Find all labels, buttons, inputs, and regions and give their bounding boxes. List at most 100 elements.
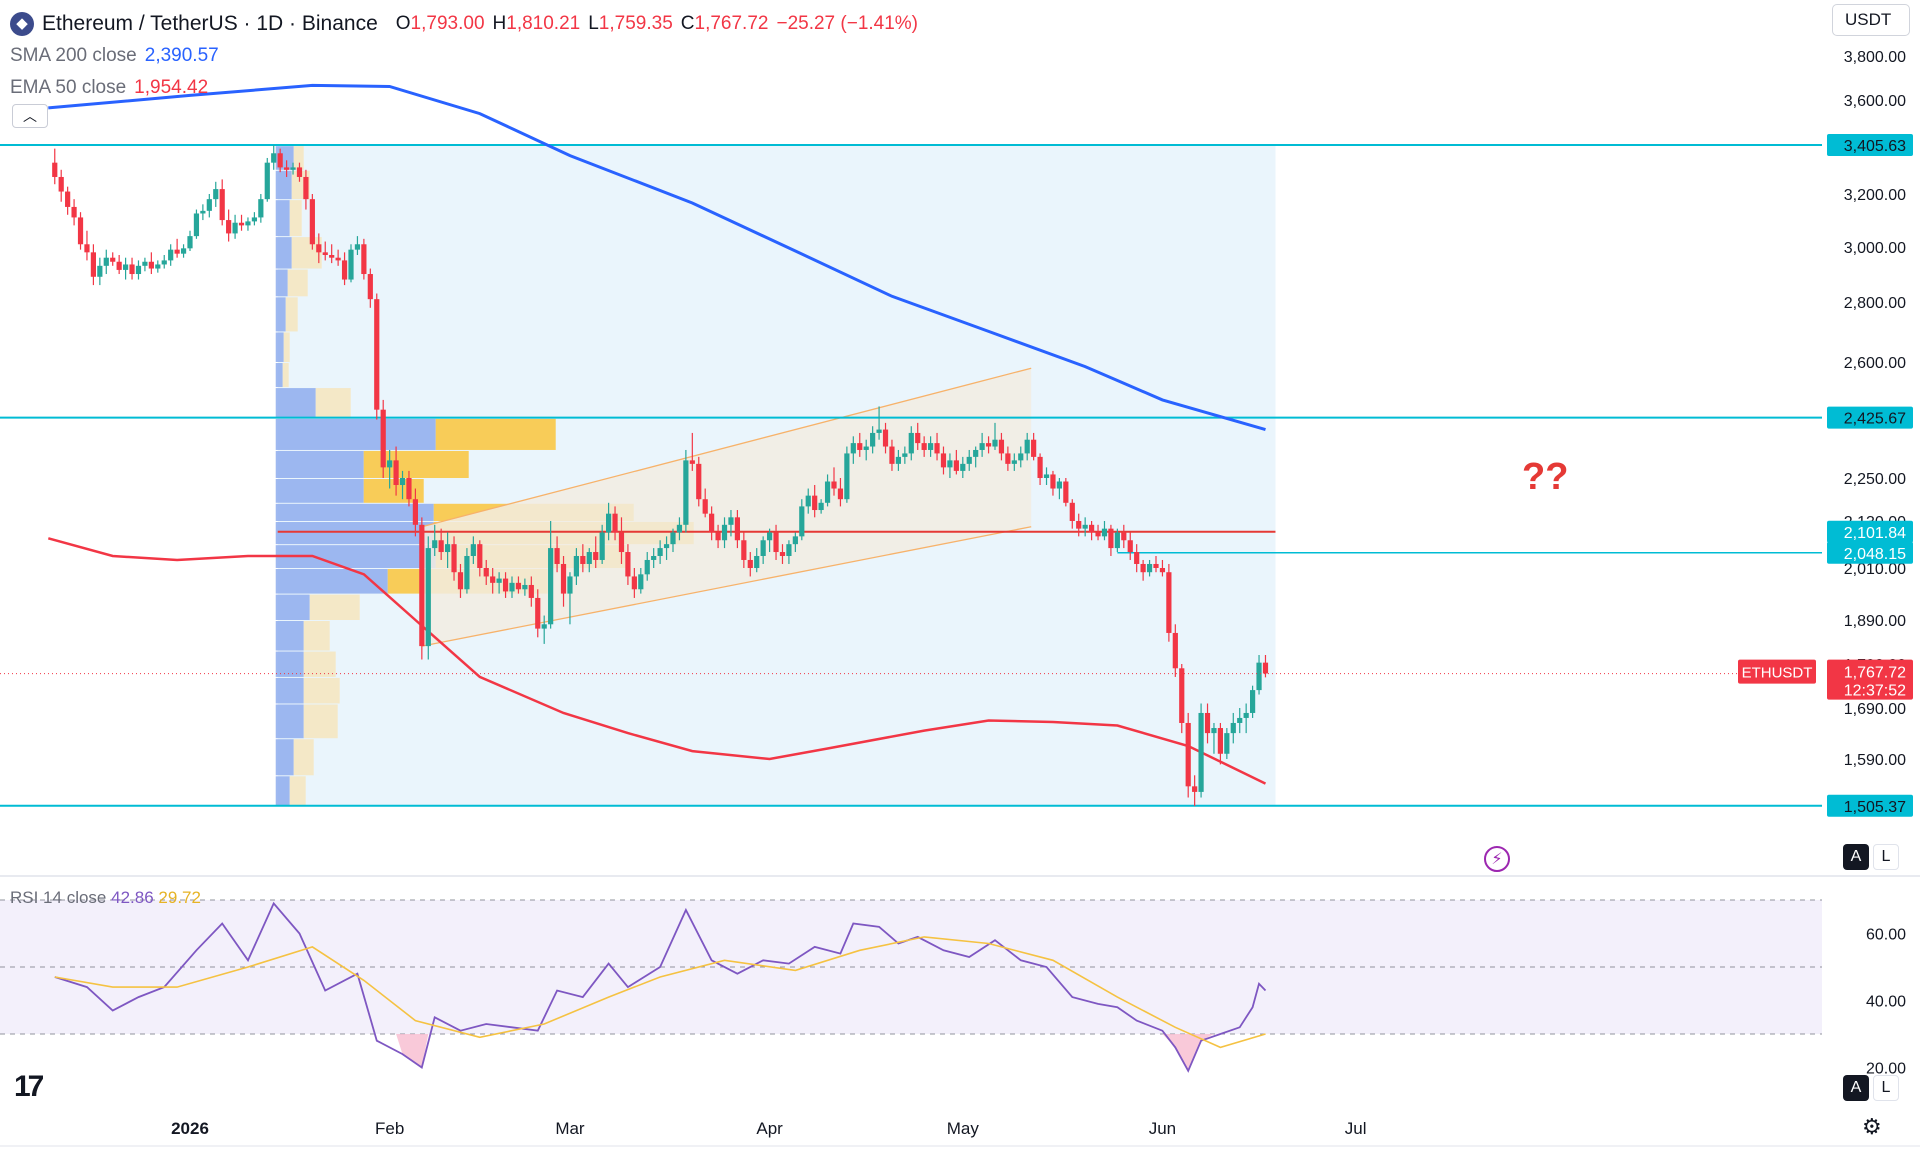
candle-body — [560, 563, 567, 594]
candle-body — [985, 443, 992, 447]
candle-body — [786, 544, 792, 556]
rsi-axis-tick-label: 60.00 — [1866, 927, 1906, 944]
candle-body — [148, 261, 154, 269]
gear-icon[interactable]: ⚙ — [1862, 1114, 1882, 1139]
candle — [921, 436, 927, 457]
candle-body — [206, 199, 212, 211]
candle — [1069, 499, 1075, 529]
candle-body — [908, 432, 914, 454]
candle-body — [367, 274, 373, 300]
candle-body — [663, 544, 670, 549]
candle — [187, 230, 193, 251]
x-axis-tick-label: Feb — [375, 1119, 404, 1138]
candle-body — [226, 220, 232, 234]
candle-body — [960, 463, 966, 471]
candle-body — [767, 532, 773, 541]
candle-body — [1056, 481, 1062, 489]
candle — [1224, 728, 1230, 759]
rsi-legend[interactable]: RSI 14 close 42.86 29.72 — [10, 888, 201, 908]
candle-body — [831, 481, 837, 489]
candle — [715, 524, 721, 549]
tradingview-logo[interactable]: 17 — [14, 1070, 44, 1103]
symbol-tag — [1738, 659, 1816, 684]
candle-body — [618, 532, 625, 553]
candle — [1198, 703, 1204, 798]
candle — [348, 244, 354, 283]
candle — [432, 524, 438, 556]
candle — [985, 436, 992, 454]
candle-body — [380, 409, 386, 468]
rsi-log-scale-button[interactable]: L — [1873, 1075, 1899, 1101]
candle — [1011, 453, 1017, 471]
candle-body — [1063, 481, 1069, 503]
candle-body — [232, 222, 238, 234]
candle — [135, 260, 142, 280]
level-price-tag — [1827, 520, 1913, 543]
candle-body — [792, 536, 798, 545]
candle — [264, 157, 270, 202]
volume-profile-bar — [275, 269, 288, 297]
candle — [522, 578, 528, 596]
collapse-legend-button[interactable]: ︿ — [12, 104, 48, 128]
channel-lower-line — [421, 526, 1032, 647]
candle-body — [779, 552, 786, 556]
volume-profile-bar — [275, 545, 436, 568]
y-axis-tick-label: 2,600.00 — [1844, 355, 1906, 372]
volume-profile-bar — [293, 739, 314, 776]
log-scale-button[interactable]: L — [1873, 844, 1899, 870]
symbol-tag-label: ETHUSDT — [1742, 665, 1813, 682]
candle — [232, 214, 238, 239]
ema-legend-row[interactable]: EMA 50 close 1,954.42 — [10, 72, 918, 104]
x-axis-tick-label: May — [947, 1119, 980, 1138]
candle — [1108, 524, 1114, 556]
candle-body — [135, 265, 142, 275]
sma-legend-row[interactable]: SMA 200 close 2,390.57 — [10, 40, 918, 72]
x-axis-tick-label: Mar — [555, 1119, 585, 1138]
candle — [663, 536, 670, 560]
candle — [97, 257, 103, 286]
candle-body — [419, 524, 425, 647]
candle-body — [1159, 568, 1166, 573]
candle-body — [1256, 662, 1262, 691]
y-axis-tick-label: 1,690.00 — [1844, 701, 1906, 718]
candle — [812, 485, 818, 518]
candle-body — [58, 176, 64, 192]
candle — [889, 439, 895, 471]
symbol-title[interactable]: Ethereum / TetherUS · 1D · Binance — [42, 12, 378, 35]
candle — [741, 532, 747, 568]
lightning-icon[interactable]: ⚡ — [1484, 846, 1510, 872]
candle-body — [387, 460, 393, 468]
candle-body — [71, 206, 77, 218]
candle-body — [870, 432, 876, 447]
candle — [721, 517, 728, 549]
candle-body — [251, 217, 257, 222]
candle — [419, 517, 425, 660]
candle-body — [1011, 460, 1017, 464]
auto-scale-button[interactable]: A — [1843, 844, 1869, 870]
candle-body — [715, 532, 721, 541]
volume-profile-bar — [275, 503, 434, 521]
rsi-line — [54, 901, 1267, 1073]
candle — [77, 212, 84, 250]
candle-body — [219, 189, 225, 221]
volume-profile-bar — [289, 776, 306, 806]
level-price-tag — [1827, 541, 1913, 564]
currency-selector[interactable]: USDT — [1832, 4, 1910, 36]
candle-body — [284, 167, 290, 170]
rsi-auto-scale-button[interactable]: A — [1843, 1075, 1869, 1101]
candle — [850, 436, 856, 464]
candle — [844, 446, 850, 503]
candle — [406, 470, 412, 507]
candle-body — [129, 264, 135, 275]
candle — [560, 555, 567, 607]
open-value: 1,793.00 — [410, 13, 485, 34]
rsi-ma-value: 29.72 — [158, 888, 201, 907]
candle — [1005, 446, 1011, 471]
candle — [670, 528, 676, 553]
candle-body — [580, 555, 586, 564]
candle — [1056, 478, 1062, 500]
candle — [1114, 528, 1120, 553]
candle-body — [882, 429, 889, 447]
candle-body — [1114, 532, 1120, 549]
